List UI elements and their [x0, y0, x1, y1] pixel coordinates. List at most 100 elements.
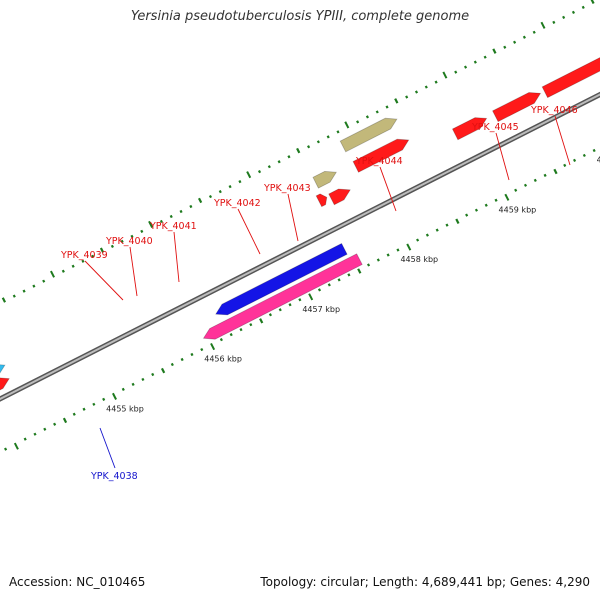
gene-arrow-ypk-4040b	[312, 170, 337, 189]
scale-tick	[99, 247, 105, 253]
scale-tick	[4, 447, 8, 451]
gene-label-ypk-4038: YPK_4038	[90, 471, 138, 482]
scale-tick	[1, 297, 7, 303]
scale-tick	[582, 153, 586, 158]
scale-tick	[414, 90, 419, 94]
scale-tick	[356, 120, 360, 124]
scale-tick	[170, 362, 174, 367]
scale-tick	[396, 248, 400, 252]
scale-tick	[71, 264, 75, 268]
leader-line	[554, 115, 571, 166]
scale-tick	[131, 382, 135, 387]
scale-tick	[375, 110, 379, 114]
scale-tick	[268, 313, 272, 317]
gene-label-ypk-4041: YPK_4041	[149, 221, 197, 232]
gene-features	[0, 57, 600, 391]
leader-line	[287, 193, 299, 242]
scale-tick	[503, 45, 507, 49]
scale-tick	[385, 105, 389, 109]
scale-tick	[366, 263, 371, 267]
scale-tick	[32, 284, 36, 288]
inner-tick-ring	[4, 148, 596, 451]
scale-tick	[249, 323, 253, 327]
gene-labels: YPK_4038 YPK_4039 YPK_4040 YPK_4041 YPK_4042…	[60, 105, 578, 482]
scale-tick	[514, 188, 518, 192]
scale-tick	[13, 442, 19, 450]
scale-tick	[257, 170, 262, 174]
scale-tick	[463, 65, 468, 69]
scale-tick	[484, 203, 488, 207]
leader-line	[173, 231, 180, 283]
gene-label-ypk-4039: YPK_4039	[60, 250, 108, 261]
scale-tick	[53, 422, 57, 426]
scale-tick	[474, 208, 478, 212]
scale-tick	[416, 238, 420, 242]
scale-tick	[533, 178, 537, 182]
backbone-highlight	[0, 93, 600, 401]
scale-tick	[513, 40, 517, 44]
scale-tick	[208, 194, 213, 199]
scale-tick	[112, 392, 117, 400]
scale-tick	[522, 35, 526, 39]
scale-tick	[357, 268, 362, 274]
scale-tick	[81, 259, 85, 263]
scale-tick	[148, 220, 154, 228]
scale-tick	[572, 158, 577, 163]
scale-tick	[386, 253, 390, 257]
scale-tick	[189, 204, 193, 209]
scale-tick	[435, 228, 439, 232]
scale-tick	[337, 278, 341, 282]
scale-tick	[92, 402, 96, 406]
scale-tick	[23, 437, 27, 441]
scale-tick	[308, 293, 314, 301]
scale-tick	[278, 308, 282, 312]
leader-line	[379, 166, 397, 212]
scale-tick	[140, 229, 144, 234]
gene-label-ypk-4046: YPK_4046	[530, 105, 578, 116]
scale-tick	[151, 372, 155, 377]
scale-tick	[405, 95, 409, 99]
leader-line	[84, 260, 124, 301]
scale-tick	[200, 347, 204, 352]
scale-tick	[532, 30, 536, 34]
scale-tick	[179, 209, 183, 214]
scale-tick	[219, 337, 223, 342]
scale-tick	[394, 98, 399, 104]
scale-tick	[504, 193, 510, 201]
scale-tick	[492, 48, 497, 54]
gene-arrow-ypk-4043	[492, 92, 542, 123]
scale-tick	[494, 198, 498, 202]
scale-tick	[434, 80, 438, 84]
scale-tick	[190, 352, 194, 357]
scale-tick	[169, 214, 173, 219]
scale-tick	[50, 270, 55, 278]
scale-tick	[296, 147, 301, 154]
scale-label: 4458 kbp	[400, 255, 438, 264]
scale-tick	[141, 377, 145, 382]
scale-tick	[455, 218, 460, 224]
scale-tick	[424, 85, 428, 89]
gene-arrow-ypk-4038	[215, 242, 348, 316]
scale-tick	[43, 427, 47, 431]
gene-arrow-ypk-4041	[352, 138, 410, 173]
gene-arrow-ypk-4039	[315, 193, 328, 208]
gene-arrow-ypk-4040	[328, 188, 351, 206]
gene-label-ypk-4045: YPK_4045	[471, 122, 519, 133]
leader-line	[237, 208, 261, 255]
scale-tick	[238, 180, 242, 184]
scale-tick	[344, 121, 350, 129]
scale-tick	[197, 197, 203, 204]
scale-tick	[425, 233, 429, 237]
scale-label: 4457 kbp	[302, 305, 340, 314]
scale-tick	[336, 130, 340, 134]
scale-tick	[465, 213, 469, 217]
scale-tick	[82, 407, 86, 411]
scale-tick	[210, 343, 216, 351]
scale-tick	[552, 20, 556, 24]
scale-tick	[22, 289, 26, 293]
scale-tick	[160, 367, 166, 374]
scale-tick	[590, 0, 595, 5]
scale-tick	[239, 328, 243, 332]
scale-tick	[62, 417, 68, 424]
